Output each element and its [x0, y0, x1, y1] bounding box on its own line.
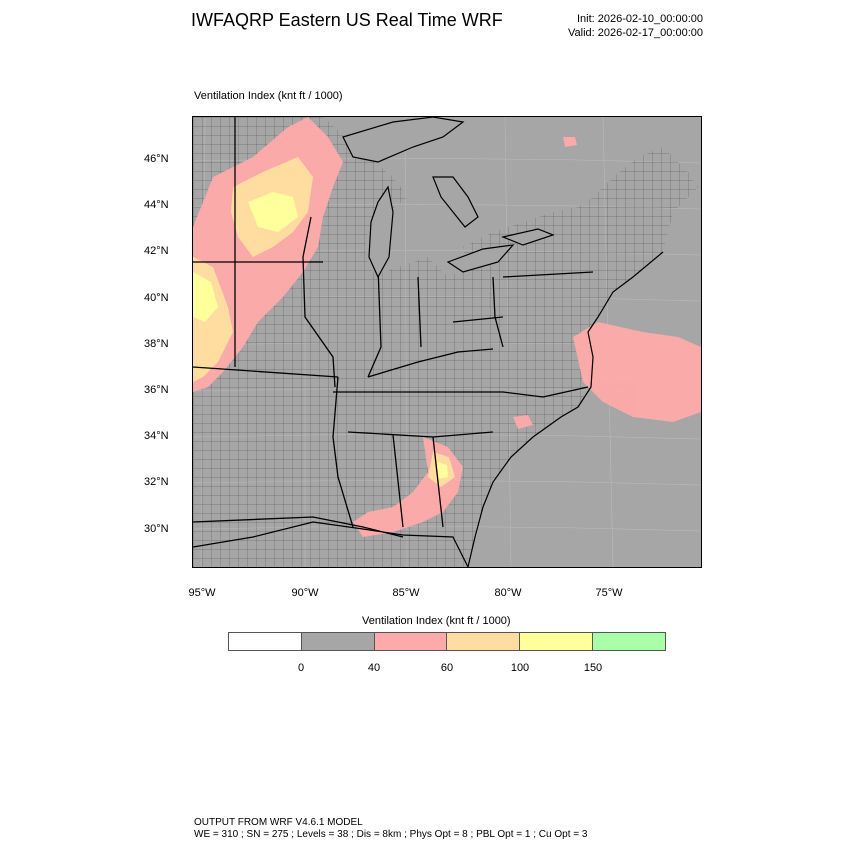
- map-panel: [192, 116, 702, 568]
- init-time: Init: 2026-02-10_00:00:00: [577, 13, 703, 25]
- map-svg: [193, 117, 701, 567]
- lon-label-90: 90°W: [291, 587, 319, 599]
- colorbar-tick-40: 40: [367, 662, 381, 674]
- atlantic-coastline: [467, 251, 664, 567]
- model-footer-line1: OUTPUT FROM WRF V4.6.1 MODEL: [194, 817, 363, 828]
- lon-label-80: 80°W: [494, 587, 522, 599]
- lat-label-34: 34°N: [144, 430, 169, 442]
- colorbar-tick-60: 60: [440, 662, 454, 674]
- colorbar-tick-0: 0: [297, 662, 305, 674]
- colorbar-box-3: [374, 633, 448, 650]
- colorbar-box-5: [520, 633, 594, 650]
- lat-label-42: 42°N: [144, 245, 169, 257]
- ventilation-yellow-zones: [193, 192, 448, 479]
- field-label: Ventilation Index (knt ft / 1000): [194, 90, 343, 102]
- lat-label-30: 30°N: [144, 523, 169, 535]
- lat-label-36: 36°N: [144, 384, 169, 396]
- colorbar-box-6: [593, 633, 665, 650]
- lat-label-38: 38°N: [144, 338, 169, 350]
- colorbar-tick-150: 150: [583, 662, 603, 674]
- lat-label-44: 44°N: [144, 199, 169, 211]
- lat-label-32: 32°N: [144, 476, 169, 488]
- colorbar-title: Ventilation Index (knt ft / 1000): [362, 615, 511, 627]
- model-footer-line2: WE = 310 ; SN = 275 ; Levels = 38 ; Dis …: [194, 829, 588, 840]
- colorbar-tick-100: 100: [510, 662, 530, 674]
- colorbar-box-2: [301, 633, 375, 650]
- valid-time: Valid: 2026-02-17_00:00:00: [568, 27, 703, 39]
- state-boundaries: [193, 117, 594, 538]
- lon-label-95: 95°W: [188, 587, 216, 599]
- gulf-coastline: [193, 521, 469, 567]
- lon-label-85: 85°W: [392, 587, 420, 599]
- great-lakes: [342, 117, 555, 279]
- colorbar-box-4: [447, 633, 521, 650]
- lon-label-75: 75°W: [595, 587, 623, 599]
- colorbar: [228, 632, 666, 651]
- plot-title: IWFAQRP Eastern US Real Time WRF: [191, 10, 503, 30]
- lat-label-40: 40°N: [144, 292, 169, 304]
- colorbar-box-1: [229, 633, 302, 650]
- lat-label-46: 46°N: [144, 153, 169, 165]
